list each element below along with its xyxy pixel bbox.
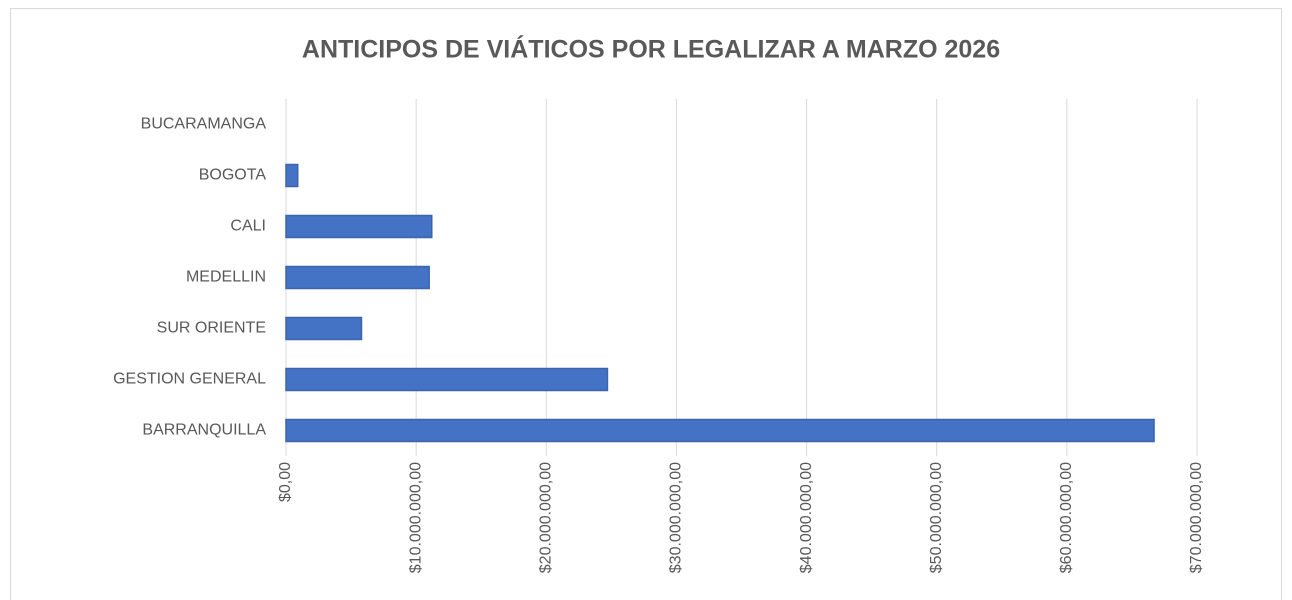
y-tick-label: CALI bbox=[230, 218, 266, 235]
bar bbox=[285, 418, 1155, 443]
chart-frame bbox=[10, 8, 1282, 600]
chart-title: ANTICIPOS DE VIÁTICOS POR LEGALIZAR A MA… bbox=[302, 35, 1000, 64]
bar bbox=[285, 367, 609, 392]
y-tick-label: GESTION GENERAL bbox=[113, 371, 266, 388]
x-tick-label: $20.000.000,00 bbox=[538, 462, 555, 573]
x-tick-label: $0,00 bbox=[277, 462, 294, 502]
x-tick-label: $60.000.000,00 bbox=[1058, 462, 1075, 573]
x-tick-label: $10.000.000,00 bbox=[407, 462, 424, 573]
bar bbox=[285, 316, 363, 341]
x-tick-label: $30.000.000,00 bbox=[668, 462, 685, 573]
y-tick-label: SUR ORIENTE bbox=[157, 320, 266, 337]
y-tick-label: BARRANQUILLA bbox=[142, 422, 266, 439]
y-tick-label: BUCARAMANGA bbox=[141, 116, 267, 133]
x-tick-label: $50.000.000,00 bbox=[928, 462, 945, 573]
bar bbox=[285, 265, 430, 290]
y-tick-label: MEDELLIN bbox=[186, 269, 266, 286]
bar bbox=[285, 214, 433, 239]
y-tick-label: BOGOTA bbox=[199, 167, 267, 184]
x-tick-label: $40.000.000,00 bbox=[798, 462, 815, 573]
x-tick-label: $70.000.000,00 bbox=[1188, 462, 1205, 573]
bar bbox=[285, 163, 299, 188]
